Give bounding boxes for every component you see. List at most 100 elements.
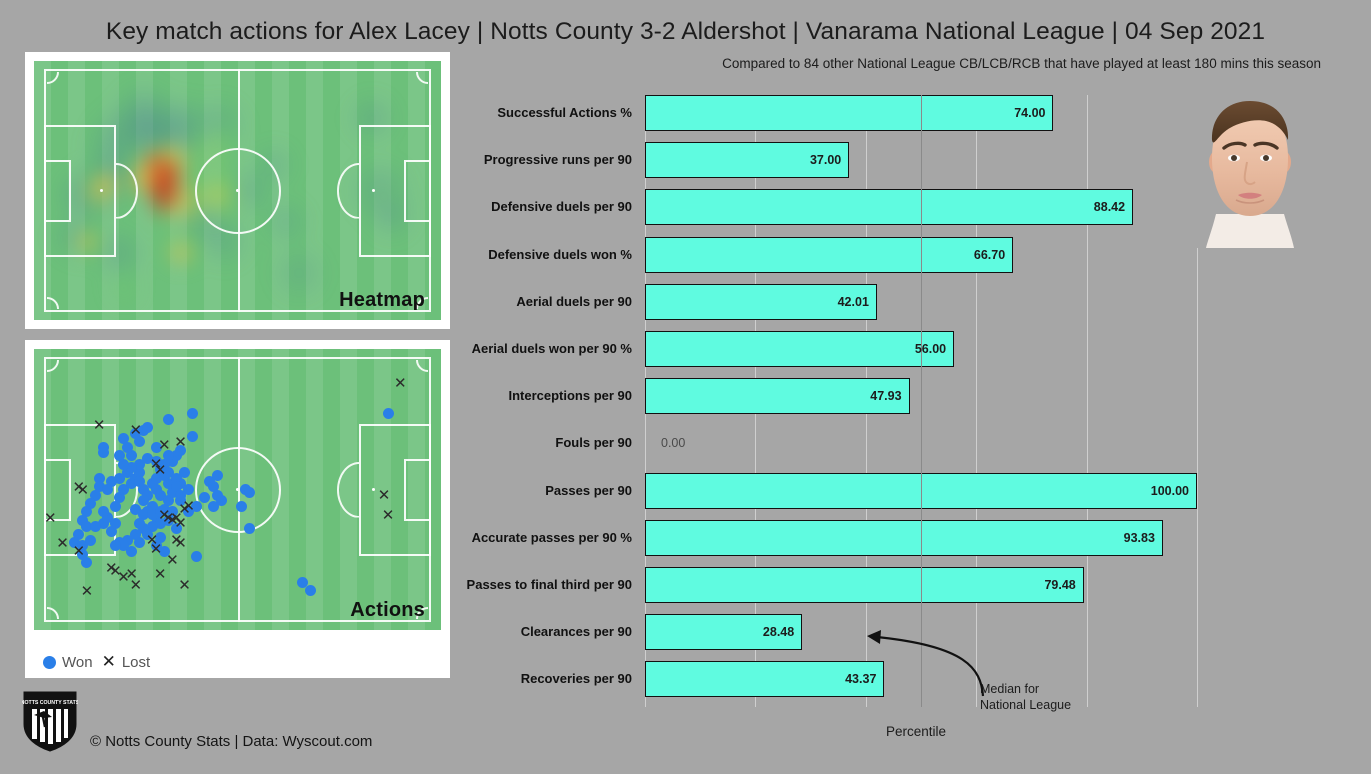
- action-marker-won: [150, 540, 162, 552]
- action-markers-layer: ✕ ✕ ✕ ✕ ✕ ✕ ✕ ✕ ✕ ✕ ✕ ✕ ✕ ✕ ✕ ✕ ✕ ✕ ✕ ✕ ✕ ✕ ✕ ✕ ✕ ✕ ✕ ✕ ✕ ✕ ✕ ✕ ✕ ✕: [34, 349, 441, 630]
- legend-item-lost: ✕ Lost: [102, 652, 151, 672]
- action-marker-won: [89, 489, 101, 501]
- action-marker-won: [305, 585, 317, 597]
- chart-bar[interactable]: [645, 614, 803, 651]
- chart-bar[interactable]: [645, 283, 877, 320]
- action-marker-won: [162, 495, 174, 507]
- actions-title: Actions: [350, 599, 425, 621]
- centre-spot: [236, 488, 239, 491]
- action-marker-won: [187, 408, 199, 420]
- action-marker-won: [183, 484, 195, 495]
- centre-spot: [236, 189, 239, 192]
- action-marker-won: [69, 537, 81, 549]
- centre-circle: [194, 446, 281, 533]
- chart-bar[interactable]: [645, 95, 1054, 131]
- action-marker-won: [154, 489, 166, 501]
- chart-bar[interactable]: [645, 331, 955, 367]
- chart-bar-value: 93.83: [1123, 530, 1155, 545]
- action-marker-won: [158, 458, 170, 470]
- action-marker-lost: ✕: [92, 415, 106, 434]
- action-marker-won: [154, 517, 166, 529]
- action-marker-won: [166, 486, 178, 498]
- legend-item-won: Won: [43, 654, 93, 671]
- action-marker-won: [154, 506, 166, 518]
- legend-label-lost: Lost: [121, 653, 151, 671]
- action-marker-won: [77, 548, 89, 560]
- chart-bar[interactable]: [645, 519, 1163, 556]
- logo-text: NOTTS COUNTY STATS: [22, 700, 78, 706]
- action-marker-won: [170, 481, 182, 493]
- chart-bar-value: 66.70: [973, 247, 1006, 262]
- centre-circle: [194, 147, 281, 234]
- action-marker-lost: ✕: [56, 533, 69, 552]
- action-marker-won: [77, 540, 89, 552]
- action-marker-won: [154, 531, 166, 543]
- action-marker-won: [191, 500, 203, 512]
- six-yard-box-right: [404, 458, 431, 521]
- chart-category-label: Successful Actions %: [497, 105, 632, 120]
- penalty-spot-right: [372, 189, 375, 192]
- chart-bar[interactable]: [645, 661, 885, 698]
- chart-bar-value: 37.00: [809, 153, 842, 168]
- action-marker-won: [191, 551, 203, 563]
- action-marker-lost: ✕: [170, 508, 183, 527]
- action-marker-won: [166, 506, 178, 518]
- action-marker-lost: ✕: [149, 455, 163, 474]
- action-marker-won: [97, 517, 109, 529]
- six-yard-box-right: [404, 159, 431, 222]
- chart-gridline: [1086, 95, 1088, 707]
- corner-arc-icon: [416, 297, 428, 309]
- action-marker-won: [97, 447, 109, 459]
- action-marker-won: [109, 540, 121, 552]
- chart-bar[interactable]: [645, 236, 1014, 273]
- action-marker-won: [211, 469, 223, 481]
- action-marker-lost: ✕: [145, 531, 159, 550]
- action-marker-lost: ✕: [109, 561, 122, 580]
- action-marker-won: [118, 433, 130, 445]
- action-marker-lost: ✕: [182, 497, 195, 516]
- action-marker-won: [142, 528, 154, 540]
- action-marker-lost: ✕: [166, 550, 179, 569]
- won-circle-icon: [43, 655, 56, 669]
- action-marker-lost: ✕: [80, 581, 94, 600]
- action-marker-won: [113, 450, 125, 462]
- action-marker-lost: ✕: [394, 373, 407, 392]
- action-marker-lost: ✕: [149, 539, 163, 558]
- action-marker-won: [73, 528, 85, 540]
- chart-gridline: [1197, 95, 1198, 707]
- player-portrait: [1190, 88, 1310, 248]
- action-marker-won: [170, 472, 182, 484]
- action-marker-lost: ✕: [153, 564, 167, 583]
- action-marker-won: [130, 528, 142, 540]
- chart-bar[interactable]: [645, 189, 1134, 226]
- action-marker-lost: ✕: [162, 508, 175, 527]
- action-marker-won: [170, 523, 182, 535]
- chart-bar-value: 88.42: [1093, 200, 1126, 215]
- action-marker-lost: ✕: [153, 460, 167, 479]
- action-marker-won: [126, 461, 138, 473]
- lost-cross-icon: ✕: [101, 652, 116, 672]
- chart-bar[interactable]: [645, 567, 1084, 603]
- action-marker-won: [97, 506, 109, 518]
- action-marker-won: [382, 408, 394, 420]
- action-marker-won: [134, 517, 146, 529]
- action-marker-won: [93, 472, 105, 484]
- chart-bar-value: 47.93: [870, 389, 902, 404]
- action-marker-won: [203, 475, 215, 487]
- action-marker-won: [122, 441, 134, 453]
- action-marker-lost: ✕: [105, 559, 118, 578]
- chart-bar[interactable]: [645, 378, 910, 415]
- penalty-spot-left: [100, 189, 103, 192]
- action-marker-won: [138, 509, 150, 521]
- action-marker-lost: ✕: [377, 486, 391, 505]
- action-marker-won: [97, 441, 109, 453]
- chart-bar-value: 74.00: [1014, 106, 1046, 120]
- action-marker-won: [89, 520, 101, 532]
- six-yard-box-left: [44, 159, 71, 222]
- action-marker-won: [236, 500, 248, 512]
- chart-bar[interactable]: [645, 142, 850, 179]
- chart-bar-value: 28.48: [762, 625, 795, 640]
- action-marker-won: [126, 545, 138, 557]
- action-marker-won: [142, 489, 154, 501]
- action-marker-won: [207, 481, 219, 493]
